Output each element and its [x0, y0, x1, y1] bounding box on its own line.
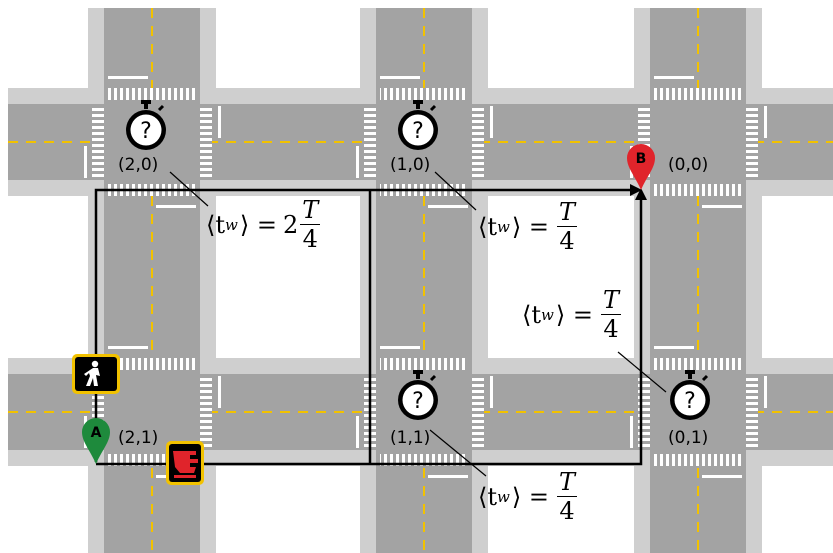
stopwatch-question-mark: ?: [140, 119, 152, 144]
stopwatch-question-mark: ?: [684, 389, 696, 414]
crosswalk-group: [356, 76, 493, 208]
crosswalk-stripes: [490, 106, 493, 138]
route-arrowhead-east: [630, 184, 642, 196]
stopwatches: ????: [126, 100, 710, 420]
route-east-then-north: [96, 200, 643, 466]
crosswalk-stripes: [364, 106, 376, 178]
crosswalk-stripes: [472, 106, 484, 178]
crosswalk-stripes: [746, 376, 758, 448]
crosswalk-stripes: [380, 346, 420, 349]
end-pin-icon: [627, 144, 655, 190]
crosswalk-stripes: [472, 376, 484, 448]
crosswalk-stripes: [630, 416, 633, 448]
stopwatch-question-mark: ?: [412, 119, 424, 144]
crosswalk-stripes: [108, 358, 196, 370]
stopwatch-icon: ?: [126, 100, 166, 150]
crosswalk-stripes: [654, 358, 742, 370]
coord-label-0-0: (0,0): [668, 155, 708, 175]
lane-lines: [8, 8, 833, 553]
crosswalk-stripes: [764, 106, 767, 138]
stopwatch-question-mark: ?: [412, 389, 424, 414]
start-letter: A: [91, 425, 102, 441]
coord-label-2-1: (2,1): [118, 428, 158, 448]
crosswalk-stripes: [200, 376, 212, 448]
crosswalk-stripes: [84, 146, 87, 178]
dont-walk-signal-icon: [166, 441, 204, 485]
crosswalk-stripes: [428, 475, 468, 478]
crosswalk-stripes: [490, 376, 493, 408]
crosswalk-stripes: [108, 346, 148, 349]
crosswalk-stripes: [654, 88, 742, 100]
crosswalk-stripes: [356, 416, 359, 448]
coord-label-0-1: (0,1): [668, 428, 708, 448]
crosswalk-stripes: [654, 346, 694, 349]
crosswalk-stripes: [654, 454, 742, 466]
coord-label-1-0: (1,0): [390, 155, 430, 175]
crosswalk-stripes: [218, 106, 221, 138]
crosswalk-stripes: [380, 358, 468, 370]
crosswalk-stripes: [380, 76, 420, 79]
end-letter: B: [636, 151, 647, 167]
stopwatch-icon: ?: [398, 100, 438, 150]
leader-lines: [169, 171, 667, 477]
route-arrowhead: [635, 188, 647, 200]
crosswalk-stripes: [702, 475, 742, 478]
crosswalk-stripes: [156, 205, 196, 208]
stopwatch-icon: ?: [670, 370, 710, 420]
crosswalk-stripes: [200, 106, 212, 178]
crosswalk-stripes: [654, 76, 694, 79]
start-pin-icon: [82, 418, 110, 464]
end-marker-B: B: [627, 144, 655, 190]
crosswalk-stripes: [654, 184, 742, 196]
crosswalk-stripes: [764, 376, 767, 408]
crosswalk-stripes: [108, 88, 196, 100]
walk-signal-icon: [72, 354, 120, 394]
crosswalk-stripes: [702, 205, 742, 208]
crosswalk-stripes: [92, 106, 104, 178]
crosswalk-stripes: [356, 146, 359, 178]
start-marker-A: A: [82, 418, 110, 464]
coord-label-1-1: (1,1): [390, 428, 430, 448]
coord-label-2-0: (2,0): [118, 155, 158, 175]
crosswalk-stripes: [108, 76, 148, 79]
stopwatch-icon: ?: [398, 370, 438, 420]
crosswalk-stripes: [428, 205, 468, 208]
crosswalk-stripes: [380, 88, 468, 100]
crosswalk-stripes: [746, 106, 758, 178]
crosswalk-stripes: [218, 376, 221, 408]
